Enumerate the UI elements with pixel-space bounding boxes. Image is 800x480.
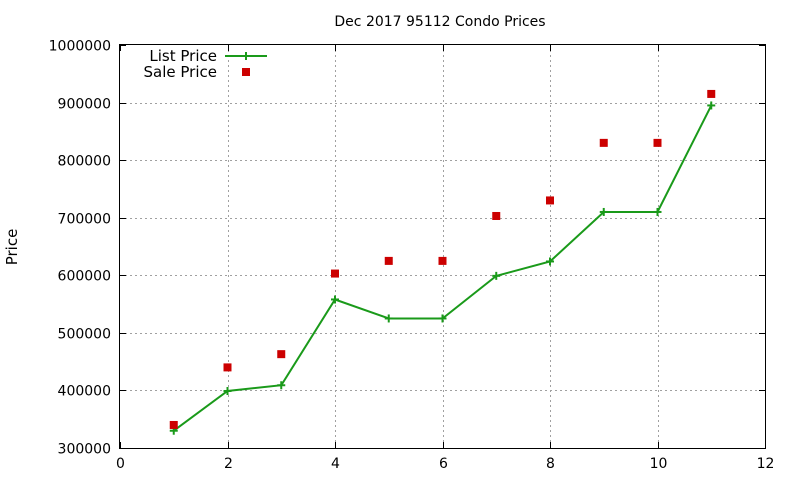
legend-label-list-price: List Price [149, 47, 217, 65]
list-price-point [438, 314, 447, 323]
list-price-point [384, 314, 393, 323]
list-price-point [653, 207, 662, 216]
list-price-line [173, 104, 713, 432]
legend-marker-sale-price [242, 68, 250, 76]
sale-price-point [438, 256, 447, 265]
plot-frame [119, 44, 766, 449]
plot-series [169, 89, 716, 435]
x-tick-label: 4 [331, 456, 340, 472]
chart-title: Dec 2017 95112 Condo Prices [334, 14, 545, 30]
sale-price-point [169, 420, 178, 429]
sale-price-point [384, 256, 393, 265]
list-price-point [492, 271, 501, 280]
y-tick-label: 1000000 [49, 39, 111, 55]
list-price-point [546, 257, 554, 266]
sale-price-point [492, 211, 501, 220]
x-tick-label: 2 [224, 456, 233, 472]
y-tick-label: 300000 [58, 442, 111, 458]
grid [120, 45, 765, 448]
legend-marker-list-price [242, 52, 250, 60]
y-tick-label: 400000 [58, 384, 111, 400]
sale-price-point [707, 89, 716, 98]
sale-price-point [331, 269, 339, 278]
list-price-point [331, 295, 339, 304]
sale-price-point [546, 196, 554, 205]
legend: List Price Sale Price [144, 47, 267, 81]
legend-label-sale-price: Sale Price [144, 63, 217, 81]
y-tick-label: 500000 [58, 327, 111, 343]
x-tick-label: 12 [757, 456, 775, 472]
y-tick-label: 800000 [58, 154, 111, 170]
list-price-point [277, 381, 286, 390]
sale-price-point [653, 138, 662, 147]
y-tick-label: 600000 [58, 269, 111, 285]
y-tick-label: 900000 [58, 97, 111, 113]
list-price-point [707, 101, 716, 110]
y-tick-label: 700000 [58, 212, 111, 228]
x-tick-label: 10 [650, 456, 668, 472]
list-price-point [599, 207, 608, 216]
axis-ticks: 300000 400000 500000 600000 700000 800000 9000… [49, 39, 775, 473]
x-tick-label: 8 [546, 456, 555, 472]
y-axis-label: Price [3, 229, 21, 266]
x-tick-label: 6 [439, 456, 448, 472]
sale-price-point [277, 350, 286, 359]
sale-price-point [223, 363, 232, 372]
list-price-point [223, 387, 232, 396]
x-tick-label: 0 [116, 456, 125, 472]
sale-price-point [599, 138, 608, 147]
